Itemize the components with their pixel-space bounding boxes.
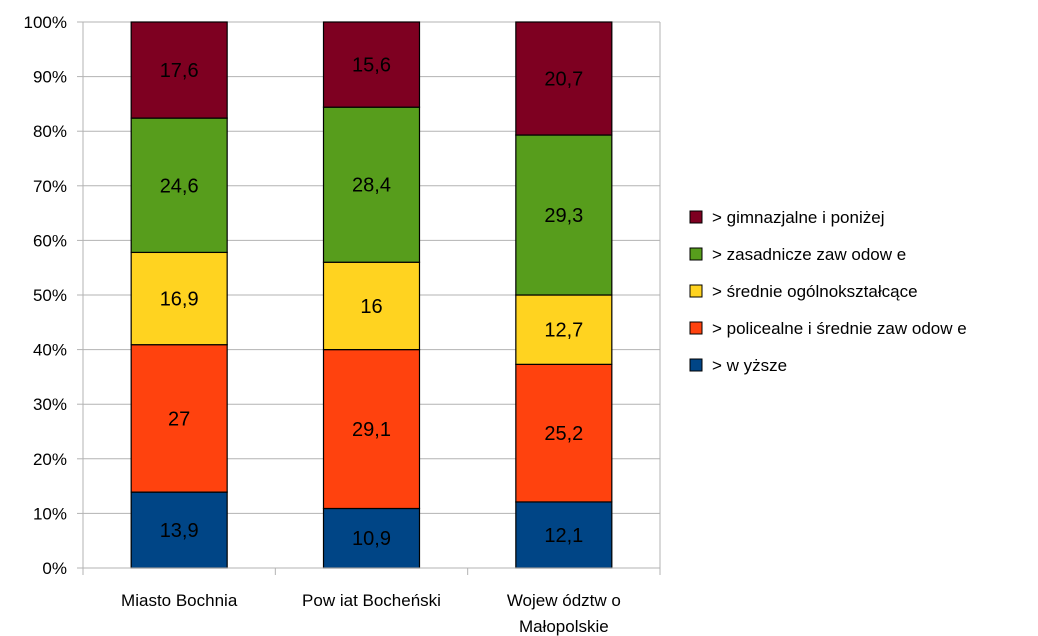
bar-segment: [515, 294, 613, 365]
legend-label: > gimnazjalne i poniżej: [712, 208, 884, 227]
bar-segment: [130, 491, 228, 569]
bar-segment: [130, 21, 228, 119]
data-label: 17,6: [160, 60, 199, 82]
data-label: 27: [168, 408, 190, 430]
data-label: 10,9: [352, 528, 391, 550]
y-tick-label: 30%: [33, 395, 67, 414]
data-label: 16: [360, 296, 382, 318]
category-label: Miasto Bochnia: [121, 591, 238, 610]
y-tick-label: 20%: [33, 450, 67, 469]
data-label: 15,6: [352, 55, 391, 77]
y-tick-label: 40%: [33, 341, 67, 360]
bar-segment: [515, 363, 613, 503]
data-label: 12,7: [544, 320, 583, 342]
legend-label: > średnie ogólnokształcące: [712, 282, 918, 301]
legend-label: > zasadnicze zaw odow e: [712, 245, 906, 264]
axes: 0% 10% 20% 30% 40% 50% 60% 70% 80% 90% 100% Miasto …: [24, 13, 661, 636]
data-label: 20,7: [544, 69, 583, 91]
bar-segment: [322, 21, 421, 108]
y-tick-label: 80%: [33, 122, 67, 141]
y-tick-label: 10%: [33, 504, 67, 523]
data-label: 28,4: [352, 175, 391, 197]
data-label: 12,1: [544, 525, 583, 547]
bar-segment: [515, 21, 613, 136]
bar-segment: [322, 349, 421, 510]
y-tick-label: 60%: [33, 231, 67, 250]
data-label: 16,9: [160, 289, 199, 311]
bar-segment: [322, 106, 421, 263]
data-label: 29,1: [352, 419, 391, 441]
category-label: Wojew ództw o Małopolskie: [507, 591, 621, 636]
data-label: 29,3: [544, 205, 583, 227]
data-label: 24,6: [160, 175, 199, 197]
bar-segment: [322, 261, 421, 351]
bar-segment: [130, 251, 228, 346]
legend-label: > w yższe: [712, 356, 787, 375]
legend-swatch: [689, 284, 703, 298]
data-label: 13,9: [160, 520, 199, 542]
y-tick-label: 70%: [33, 177, 67, 196]
legend-swatch: [689, 247, 703, 261]
y-tick-label: 0%: [42, 559, 67, 578]
bar-segment: [515, 501, 613, 569]
legend-swatch: [689, 321, 703, 335]
y-tick-label: 90%: [33, 68, 67, 87]
y-tick-label: 50%: [33, 286, 67, 305]
legend-swatch: [689, 358, 703, 372]
category-label: Pow iat Bocheński: [302, 591, 441, 610]
y-tick-label: 100%: [24, 13, 67, 32]
legend-label: > policealne i średnie zaw odow e: [712, 319, 967, 338]
legend: > gimnazjalne i poniżej > zasadnicze zaw …: [689, 208, 967, 375]
bars: 13,9 27 16,9 24,6 17,6 10,9 29,1 16 28,4 15,6 12,1…: [130, 21, 613, 569]
legend-swatch: [689, 210, 703, 224]
bar-segment: [130, 344, 228, 493]
data-label: 25,2: [544, 423, 583, 445]
bar-segment: [130, 117, 228, 254]
